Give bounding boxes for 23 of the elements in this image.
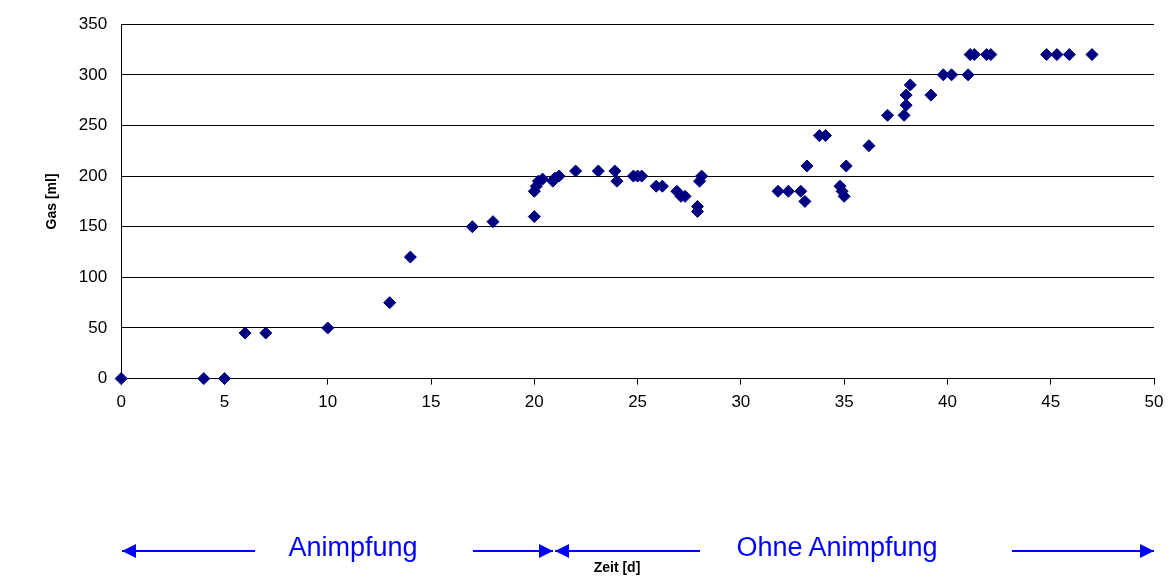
x-tick-label: 45 [1041,392,1061,412]
x-tick-label: 30 [731,392,751,412]
x-tick-label: 25 [628,392,648,412]
x-tick-label: 5 [219,392,230,412]
x-tick-label: 50 [1144,392,1164,412]
y-tick-label: 350 [78,13,108,33]
x-tick-label: 0 [116,392,126,412]
y-tick-label: 0 [97,368,108,388]
y-tick-label: 150 [78,216,108,236]
text: Zeit [d] [592,559,642,575]
x-tick-label: 35 [834,392,854,412]
x-tick-label: 10 [318,392,338,412]
text: Animpfung [287,532,419,563]
y-tick-label: 250 [78,115,108,135]
y-axis-title: Gas [ml] [43,173,60,230]
text: Ohne Animpfung [735,532,939,563]
y-tick-label: 300 [78,64,108,84]
y-tick-label: 50 [88,317,108,337]
y-tick-label: 100 [78,267,108,287]
x-tick-label: 20 [524,392,544,412]
x-tick-label: 15 [421,392,441,412]
y-tick-label: 200 [78,165,108,185]
x-tick-label: 40 [937,392,957,412]
